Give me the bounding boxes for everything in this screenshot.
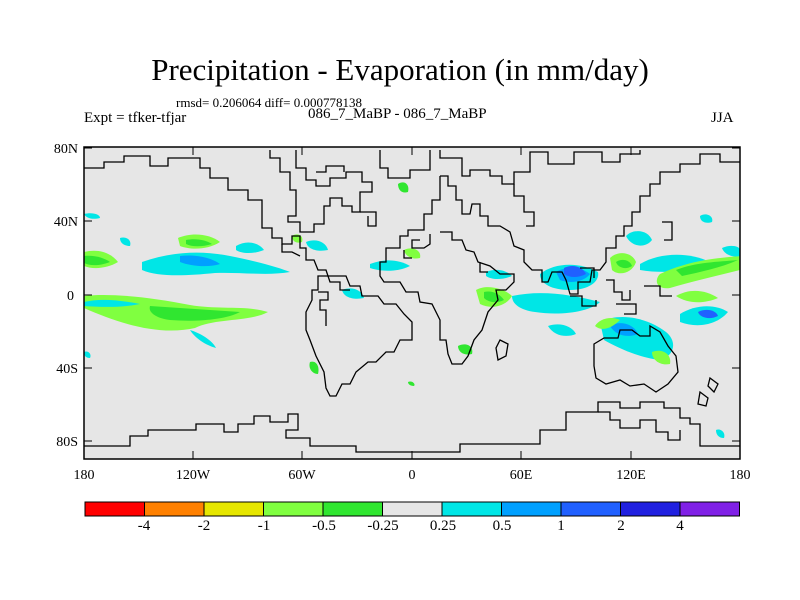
colorbar-label: 2 — [617, 518, 625, 534]
x-tick-label: 180 — [74, 468, 95, 483]
anomaly-region — [309, 361, 319, 374]
colorbar-label: -0.5 — [312, 518, 336, 534]
colorbar-swatch — [620, 501, 681, 517]
anomaly-region — [190, 330, 216, 348]
anomaly-region — [408, 381, 415, 386]
colorbar-swatch — [679, 501, 740, 517]
anomaly-region — [236, 242, 264, 253]
x-tick-label: 0 — [409, 468, 416, 483]
anomaly-region — [398, 182, 409, 193]
colorbar-swatch — [322, 501, 383, 517]
colorbar — [84, 501, 740, 517]
anomaly-region — [84, 213, 100, 219]
y-tick-label: 80N — [54, 142, 78, 157]
anomaly-patches — [84, 182, 740, 438]
coastlines — [84, 150, 740, 453]
anomaly-region — [306, 240, 328, 251]
anomaly-region — [698, 309, 718, 319]
x-axis-ticks — [192, 147, 632, 459]
anomaly-region — [616, 259, 632, 269]
colorbar-swatch — [144, 501, 205, 517]
anomaly-region — [676, 260, 738, 276]
y-tick-label: 40N — [54, 215, 78, 230]
experiment-label: Expt = tfker-tfjar — [84, 110, 187, 126]
y-tick-label: 80S — [56, 435, 78, 450]
colorbar-label: -0.25 — [367, 518, 398, 534]
anomaly-region — [84, 255, 110, 266]
colorbar-swatch — [263, 501, 324, 517]
colorbar-swatch — [560, 501, 621, 517]
anomaly-region — [716, 429, 725, 438]
colorbar-swatch — [382, 501, 443, 517]
y-tick-label: 40S — [56, 362, 78, 377]
anomaly-region — [484, 291, 504, 303]
x-tick-label: 120W — [176, 468, 211, 483]
anomaly-region — [149, 306, 240, 321]
colorbar-label: 4 — [676, 518, 684, 534]
anomaly-region — [595, 318, 620, 329]
anomaly-region — [404, 248, 421, 259]
anomaly-region — [700, 214, 713, 223]
anomaly-region — [676, 290, 718, 303]
anomaly-region — [342, 288, 364, 299]
anomaly-region — [84, 299, 140, 307]
anomaly-region — [548, 324, 576, 336]
colorbar-labels: -4 -2 -1 -0.5 -0.25 0.25 0.5 1 2 4 — [138, 518, 685, 534]
y-axis-ticks — [84, 147, 740, 442]
colorbar-swatch — [441, 501, 502, 517]
colorbar-label: -1 — [258, 518, 271, 534]
colorbar-label: 1 — [557, 518, 565, 534]
colorbar-label: 0.25 — [430, 518, 456, 534]
x-tick-label: 120E — [616, 468, 646, 483]
x-tick-label: 180 — [730, 468, 751, 483]
plot-subtitle: 086_7_MaBP - 086_7_MaBP — [308, 106, 487, 122]
anomaly-region — [180, 255, 220, 267]
colorbar-label: 0.5 — [493, 518, 512, 534]
y-tick-label: 0 — [67, 289, 74, 304]
anomaly-region — [512, 293, 600, 314]
anomaly-region — [486, 269, 512, 279]
colorbar-swatch — [501, 501, 562, 517]
plot-title: Precipitation - Evaporation (in mm/day) — [151, 52, 649, 87]
colorbar-label: -4 — [138, 518, 151, 534]
anomaly-region — [84, 351, 91, 358]
anomaly-region — [626, 231, 652, 246]
anomaly-region — [564, 266, 586, 277]
anomaly-region — [722, 245, 740, 257]
colorbar-swatch — [84, 501, 145, 517]
colorbar-label: -2 — [198, 518, 211, 534]
season-label: JJA — [711, 110, 734, 126]
map-background — [84, 147, 740, 459]
x-tick-label: 60E — [510, 468, 533, 483]
rmsd-diff-stats: rmsd= 0.206064 diff= 0.000778138 — [176, 95, 362, 110]
colorbar-swatch — [203, 501, 264, 517]
x-tick-label: 60W — [288, 468, 316, 483]
anomaly-region — [652, 350, 671, 365]
anomaly-region — [120, 237, 131, 246]
anomaly-region — [458, 344, 473, 355]
anomaly-region — [186, 239, 212, 247]
